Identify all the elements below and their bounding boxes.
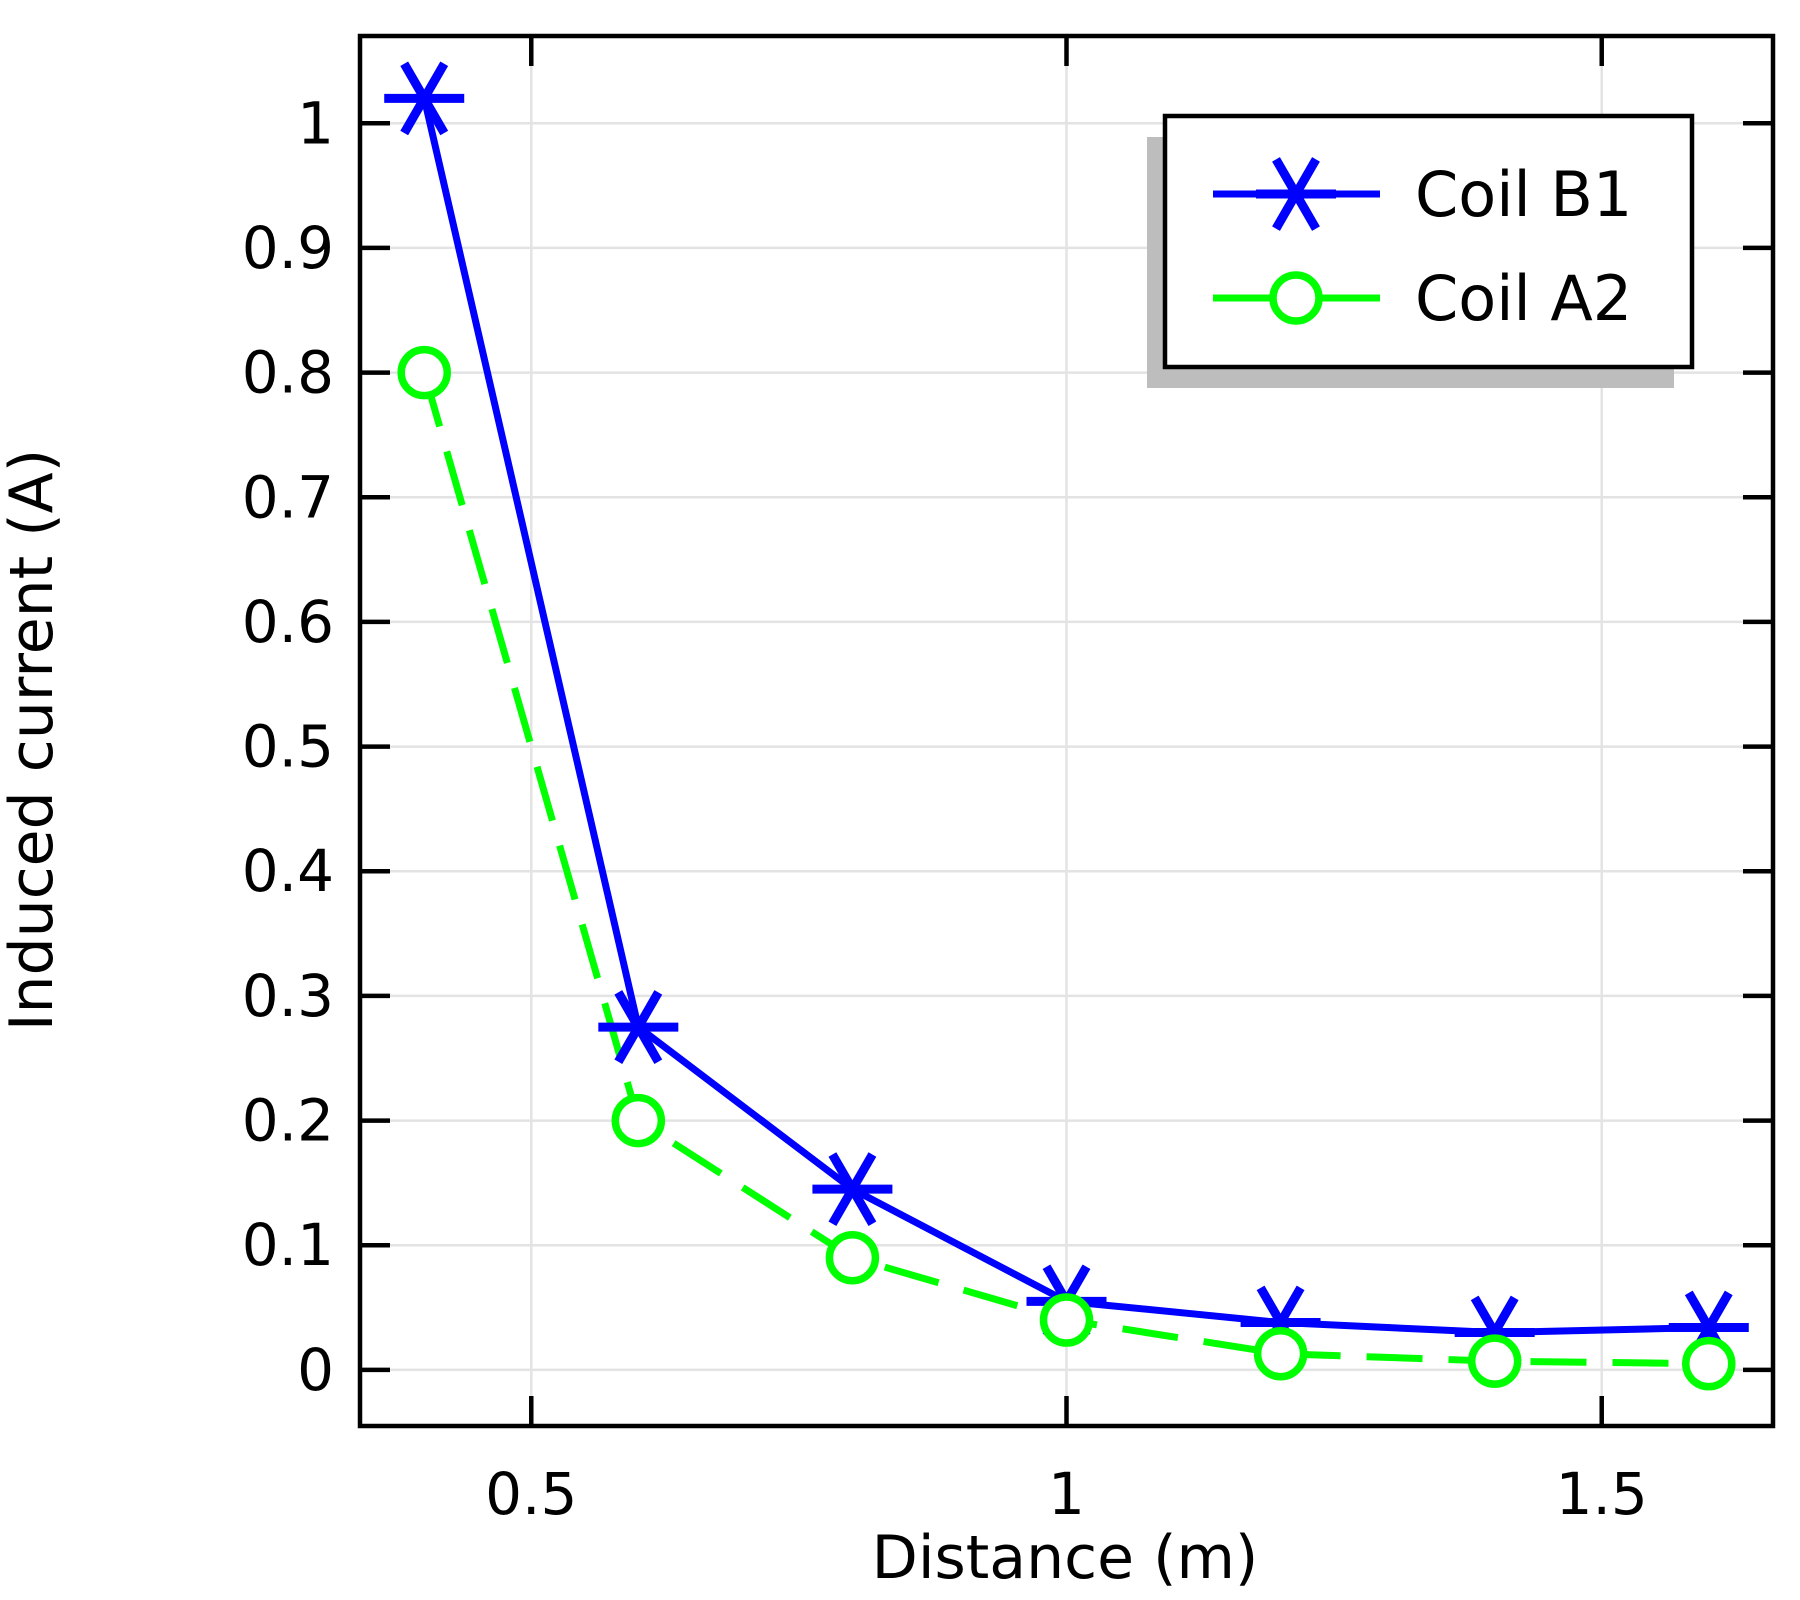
legend-label: Coil B1 (1415, 158, 1632, 231)
series-layer (384, 61, 1749, 1391)
y-tick-label: 0.8 (242, 339, 334, 407)
data-point-circle (825, 1230, 880, 1285)
y-tick-label: 0.7 (242, 463, 334, 531)
data-point-asterisk (812, 1152, 893, 1227)
legend-entry: Coil B1 (1213, 157, 1632, 231)
data-point-circle (397, 345, 451, 400)
data-point-circle (1682, 1336, 1736, 1391)
legend-label: Coil A2 (1415, 262, 1632, 335)
y-tick-label: 0.9 (242, 214, 334, 282)
legend-marker-circle (1269, 271, 1323, 325)
y-tick-label: 0.6 (242, 588, 334, 656)
x-tick-label: 1.5 (1556, 1460, 1648, 1528)
y-tick-label: 0.5 (242, 713, 334, 781)
x-axis-title: Distance (m) (872, 1523, 1259, 1593)
y-tick-label: 0.3 (242, 962, 334, 1030)
legend-entry: Coil A2 (1213, 262, 1632, 335)
data-point-circle (611, 1093, 666, 1148)
data-point-asterisk (598, 990, 679, 1064)
axis-ticks: 0.5 1 1.5 0 0.1 0.2 0.3 0.4 0.5 0.6 0.7 0.8 0.9 1 (242, 36, 1773, 1528)
x-tick-label: 0.5 (485, 1460, 577, 1528)
data-point-asterisk (384, 61, 465, 136)
data-point-circle (1253, 1326, 1308, 1381)
x-tick-label: 1 (1048, 1460, 1085, 1528)
y-tick-label: 0 (297, 1336, 334, 1404)
y-tick-label: 1 (297, 89, 334, 157)
y-axis-title: Induced current (A) (0, 449, 67, 1031)
legend-box (1162, 113, 1695, 370)
data-point-circle (1467, 1334, 1522, 1388)
legend-marker-asterisk (1256, 157, 1336, 231)
data-point-circle (1039, 1293, 1094, 1347)
y-tick-label: 0.1 (242, 1211, 334, 1279)
y-tick-label: 0.2 (242, 1087, 334, 1155)
legend: Coil B1 Coil A2 (1147, 113, 1695, 388)
y-tick-label: 0.4 (242, 837, 334, 905)
